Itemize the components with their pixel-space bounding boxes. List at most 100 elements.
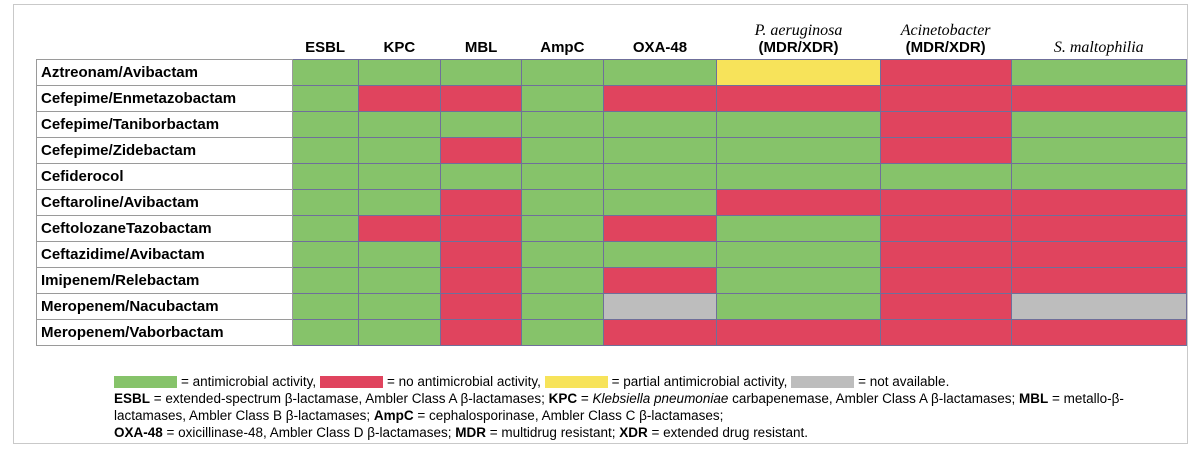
activity-cell [716,292,881,320]
table-row: Cefepime/Enmetazobactam [36,84,1188,112]
activity-cell [716,318,881,346]
activity-cell [440,214,522,242]
table-row: Ceftazidime/Avibactam [36,240,1188,268]
activity-cell [291,318,359,346]
row-label: Ceftazidime/Avibactam [36,240,293,268]
table-row: Cefepime/Zidebactam [36,136,1188,164]
activity-cell [440,58,522,86]
abbr-ampc-text: = cephalosporinase, Ambler Class C β-lac… [413,408,724,423]
col-header-oxa48: OXA-48 [632,38,688,56]
activity-cell [291,162,359,190]
activity-cell [879,110,1012,138]
activity-cell [357,214,442,242]
header-row: ESBL KPC MBL AmpC OXA-48 P. aeruginosa (… [37,13,1187,59]
row-label: Cefepime/Taniborbactam [36,110,293,138]
activity-cell [602,162,718,190]
activity-cell [357,240,442,268]
table-row: CeftolozaneTazobactam [36,214,1188,242]
abbr-esbl-text: = extended-spectrum β-lactamase, Ambler … [150,391,549,406]
col-header-acinetobacter-label: Acinetobacter [900,21,991,39]
activity-cell [1010,292,1188,320]
col-header-p-aeruginosa-label: P. aeruginosa [754,21,843,39]
activity-cell [520,110,604,138]
row-label: Cefepime/Zidebactam [36,136,293,164]
activity-cell [440,188,522,216]
activity-cell [716,266,881,294]
abbr-kpc-italic: Klebsiella pneumoniae [592,391,729,406]
activity-cell [879,240,1012,268]
activity-cell [1010,136,1188,164]
activity-cell [520,214,604,242]
activity-cell [520,318,604,346]
table-row: Meropenem/Vaborbactam [36,318,1188,346]
activity-cell [716,214,881,242]
table-row: Imipenem/Relebactam [36,266,1188,294]
activity-cell [357,110,442,138]
activity-cell [291,292,359,320]
activity-cell [1010,84,1188,112]
activity-cell [716,240,881,268]
legend-na-text: = not available. [858,374,950,389]
activity-cell [716,162,881,190]
col-header-p-aeruginosa: P. aeruginosa (MDR/XDR) [717,13,881,59]
legend-swatch-na [791,376,855,389]
row-label: Ceftaroline/Avibactam [36,188,293,216]
abbr-ampc-key: AmpC [373,408,414,423]
activity-cell [602,84,718,112]
activity-cell [357,58,442,86]
activity-cell [602,188,718,216]
legend-swatch-partial [544,376,608,389]
activity-cell [879,162,1012,190]
table-row: Meropenem/Nacubactam [36,292,1188,320]
activity-cell [602,58,718,86]
abbr-oxa-key: OXA-48 [114,425,163,440]
activity-cell [440,292,522,320]
activity-cell [520,58,604,86]
activity-cell [520,84,604,112]
activity-cell [602,318,718,346]
activity-cell [879,318,1012,346]
table-body: Aztreonam/Avibactam Cefepime/Enmetazobact… [36,58,1188,346]
row-label: CeftolozaneTazobactam [36,214,293,242]
activity-cell [879,58,1012,86]
row-label: Cefiderocol [36,162,293,190]
corner-cell [37,13,293,59]
activity-cell [440,110,522,138]
activity-cell [440,84,522,112]
legend-swatch-no-activity [319,376,383,389]
activity-cell [291,58,359,86]
activity-cell [879,84,1012,112]
legend-partial-text: = partial antimicrobial activity, [611,374,788,389]
legend-swatch-activity [114,376,177,389]
abbr-mbl-key: MBL [1019,391,1049,406]
activity-cell [520,136,604,164]
activity-cell [1010,110,1188,138]
activity-cell [440,162,522,190]
activity-cell [440,136,522,164]
abbr-mbl-text: = metallo-β-lactamases, Ambler Class B β… [114,391,1124,423]
activity-cell [879,214,1012,242]
row-label: Meropenem/Vaborbactam [36,318,293,346]
col-header-acinetobacter: Acinetobacter (MDR/XDR) [880,13,1011,59]
activity-cell [716,188,881,216]
activity-cell [291,188,359,216]
col-header-kpc: KPC [383,38,416,56]
activity-cell [879,136,1012,164]
col-header-acinetobacter-sub: (MDR/XDR) [905,38,986,56]
activity-cell [602,292,718,320]
activity-cell [357,318,442,346]
activity-cell [879,266,1012,294]
activity-cell [602,214,718,242]
abbr-mdr-key: MDR [455,425,487,440]
activity-cell [716,84,881,112]
table-row: Cefepime/Taniborbactam [36,110,1188,138]
row-label: Aztreonam/Avibactam [36,58,293,86]
col-header-mbl: MBL [464,38,498,56]
legend: = antimicrobial activity, = no antimicro… [114,373,1194,441]
activity-cell [1010,188,1188,216]
activity-cell [1010,240,1188,268]
activity-cell [520,266,604,294]
activity-cell [291,240,359,268]
table-row: Aztreonam/Avibactam [36,58,1188,86]
activity-table: ESBL KPC MBL AmpC OXA-48 P. aeruginosa (… [36,13,1188,346]
